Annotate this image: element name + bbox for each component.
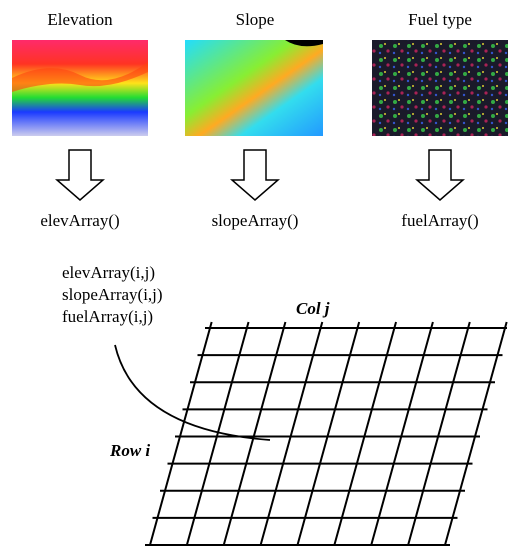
array-label: elevArray() — [40, 211, 119, 230]
panel-title: Slope — [236, 10, 275, 29]
cell-label: fuelArray(i,j) — [62, 307, 153, 326]
cell-label: slopeArray(i,j) — [62, 285, 163, 304]
panel-title: Fuel type — [408, 10, 472, 29]
panel-slope: Slope slopeArray() — [185, 10, 323, 230]
fuel-map — [372, 40, 508, 136]
arrow — [417, 150, 463, 200]
elevation-map — [12, 40, 148, 136]
grid-line — [150, 322, 212, 545]
row-label: Row i — [109, 441, 150, 460]
slope-map — [185, 40, 323, 136]
array-label: fuelArray() — [401, 211, 478, 230]
diagram: Elevation elevArray() Slope slopeArray()… — [0, 0, 509, 547]
column-label: Col j — [296, 299, 330, 318]
grid — [145, 322, 507, 545]
array-label: slopeArray() — [212, 211, 299, 230]
panel-title: Elevation — [47, 10, 113, 29]
panel-elevation: Elevation elevArray() — [12, 10, 148, 230]
arrow — [232, 150, 278, 200]
panel-fuel: Fuel type fuelArray() — [372, 10, 508, 230]
arrow — [57, 150, 103, 200]
cell-label: elevArray(i,j) — [62, 263, 155, 282]
